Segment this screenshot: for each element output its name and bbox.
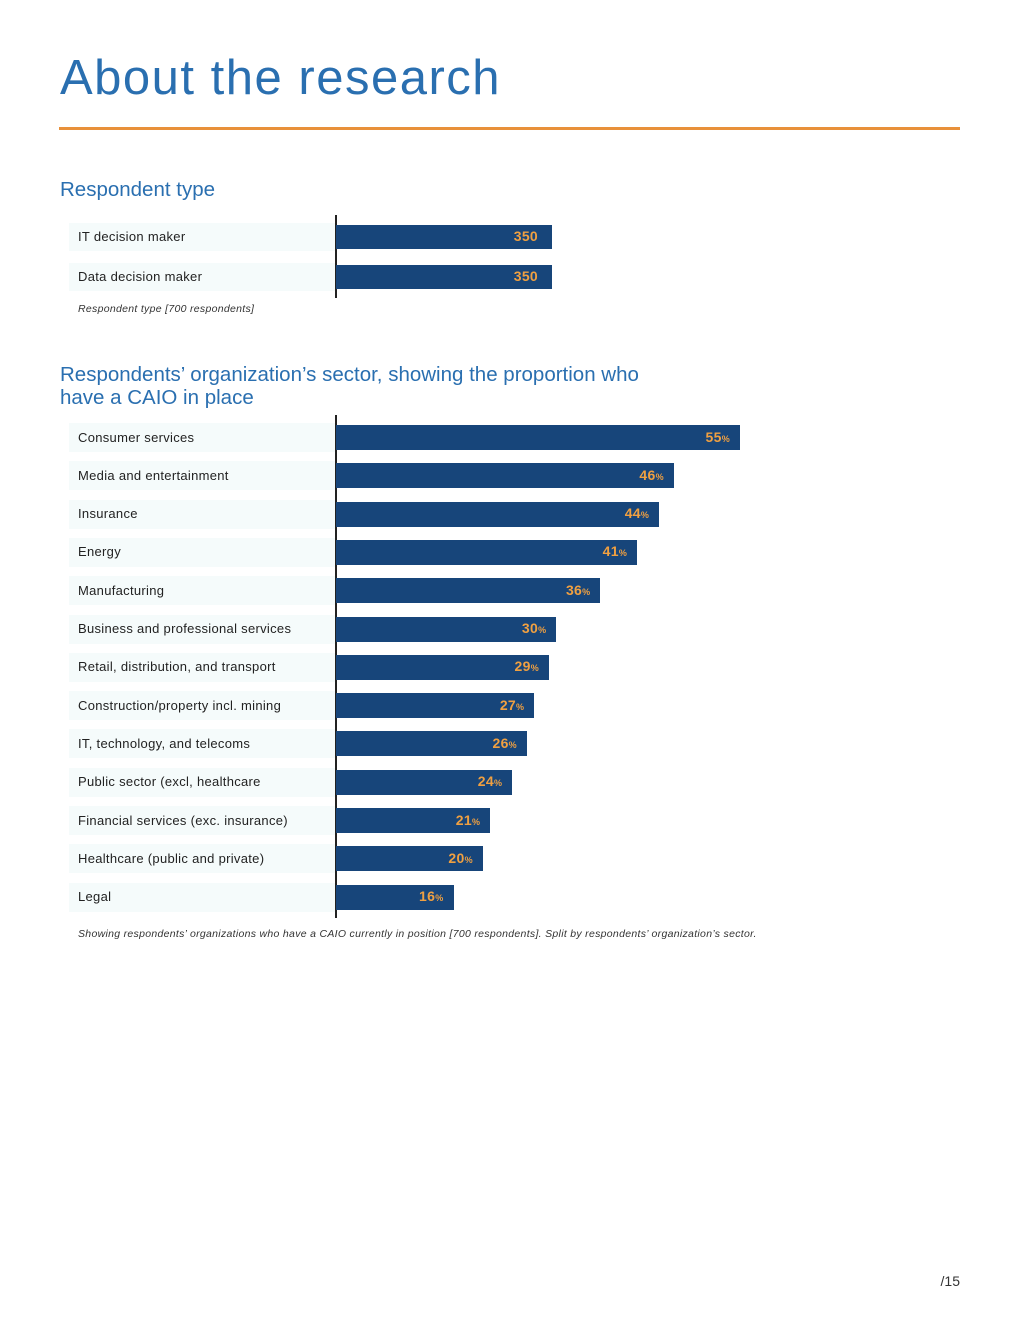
bar-value-label: 26% xyxy=(492,735,517,751)
respondent-type-title: Respondent type xyxy=(60,178,216,201)
category-label: Healthcare (public and private) xyxy=(78,850,265,866)
category-label: Insurance xyxy=(78,506,138,522)
bar-value-label: 46% xyxy=(639,467,664,483)
category-label: Energy xyxy=(78,544,121,560)
row-label-background xyxy=(69,767,335,797)
data-bar xyxy=(336,225,552,249)
bar-value-number: 44 xyxy=(624,505,641,522)
bar-value-number: 41 xyxy=(602,543,619,560)
bar-value-unit: % xyxy=(538,625,547,635)
bar-value-unit: % xyxy=(655,471,664,482)
bar-value-number: 20 xyxy=(448,849,465,866)
bar-value-label: 44% xyxy=(625,505,650,521)
bar-value-unit: % xyxy=(508,739,517,750)
data-bar xyxy=(336,463,674,489)
bar-value-number: 26 xyxy=(492,734,509,751)
data-bar xyxy=(336,808,491,833)
category-label: Manufacturing xyxy=(78,582,165,598)
data-bar xyxy=(336,539,638,565)
bar-value-label: 27% xyxy=(500,697,525,713)
data-bar xyxy=(336,425,740,450)
row-label-background xyxy=(69,729,335,759)
bar-value-label: 30% xyxy=(522,620,547,636)
bar-value-label: 36% xyxy=(566,582,591,598)
data-bar xyxy=(336,616,557,642)
bar-value-unit: % xyxy=(464,854,473,865)
bar-value-unit: % xyxy=(471,816,481,827)
category-label: Business and professional services xyxy=(78,621,292,636)
bar-value-number: 27 xyxy=(499,696,517,713)
row-label-background xyxy=(69,691,335,721)
bar-value-number: 350 xyxy=(513,228,538,244)
title-divider xyxy=(59,127,960,130)
data-bar xyxy=(336,265,552,289)
chart-axis xyxy=(335,215,337,298)
bar-value-unit: % xyxy=(618,548,628,559)
category-label: Public sector (excl, healthcare xyxy=(78,774,261,790)
sector-title-line-2: have a CAIO in place xyxy=(60,386,254,409)
bar-value-unit: % xyxy=(530,663,540,674)
category-label: Construction/property incl. mining xyxy=(78,697,282,713)
row-label-background xyxy=(69,844,335,874)
bar-value-unit: % xyxy=(640,510,650,521)
sector-chart-title: Respondents’ organization’s sector, show… xyxy=(60,363,639,409)
bar-value-number: 16 xyxy=(419,888,436,905)
row-label-background xyxy=(69,614,335,644)
data-bar xyxy=(336,693,535,719)
row-label-background xyxy=(69,423,335,452)
bar-value-number: 46 xyxy=(639,466,656,483)
category-label: Legal xyxy=(78,889,112,905)
bar-value-number: 350 xyxy=(513,268,538,284)
bar-value-label: 16% xyxy=(419,888,444,904)
row-label-background xyxy=(69,461,335,491)
data-bar xyxy=(336,731,527,757)
bar-value-label: 24% xyxy=(478,773,503,789)
sector-title-line-1: Respondents’ organization’s sector, show… xyxy=(60,363,639,386)
bar-value-unit: % xyxy=(582,586,591,597)
row-label-background xyxy=(69,806,335,835)
category-label: Media and entertainment xyxy=(78,467,229,483)
row-label-background xyxy=(69,263,335,291)
data-bar xyxy=(336,501,660,527)
category-label: IT decision maker xyxy=(78,229,186,244)
bar-value-label: 55% xyxy=(706,429,731,445)
bar-value-label: 21% xyxy=(456,812,481,828)
bar-value-unit: % xyxy=(435,893,444,904)
row-label-background xyxy=(69,576,335,606)
row-label-background xyxy=(69,652,335,682)
bar-value-number: 55 xyxy=(705,428,722,445)
bar-value-label: 350 xyxy=(514,228,538,244)
page-title: About the research xyxy=(60,51,502,105)
category-label: IT, technology, and telecoms xyxy=(78,735,251,751)
bar-value-label: 41% xyxy=(603,543,628,559)
category-label: Data decision maker xyxy=(78,269,203,284)
category-label: Consumer services xyxy=(78,429,195,445)
data-bar xyxy=(336,769,513,795)
chart-source-note: Respondent type [700 respondents] xyxy=(78,303,255,315)
row-label-background xyxy=(69,499,335,529)
bar-value-label: 350 xyxy=(514,268,538,284)
row-label-background xyxy=(69,223,335,251)
bar-value-number: 24 xyxy=(477,773,494,790)
bar-value-unit: % xyxy=(516,701,525,712)
bar-value-unit: % xyxy=(493,778,503,789)
bar-value-label: 20% xyxy=(448,850,473,866)
data-bar xyxy=(336,578,601,604)
bar-value-number: 21 xyxy=(455,811,472,828)
data-bar xyxy=(336,846,483,872)
bar-value-number: 36 xyxy=(565,581,583,598)
page-number: /15 xyxy=(940,1273,960,1289)
category-label: Financial services (exc. insurance) xyxy=(78,812,288,828)
row-label-background xyxy=(69,882,335,912)
bar-value-number: 29 xyxy=(514,658,531,675)
bar-value-label: 29% xyxy=(515,658,540,674)
bar-value-unit: % xyxy=(721,433,730,444)
row-label-background xyxy=(69,537,335,567)
chart-source-note: Showing respondents’ organizations who h… xyxy=(78,928,757,940)
category-label: Retail, distribution, and transport xyxy=(78,659,276,675)
chart-axis xyxy=(335,415,337,918)
bar-value-number: 30 xyxy=(521,620,539,636)
data-bar xyxy=(336,884,454,910)
data-bar xyxy=(336,654,550,680)
